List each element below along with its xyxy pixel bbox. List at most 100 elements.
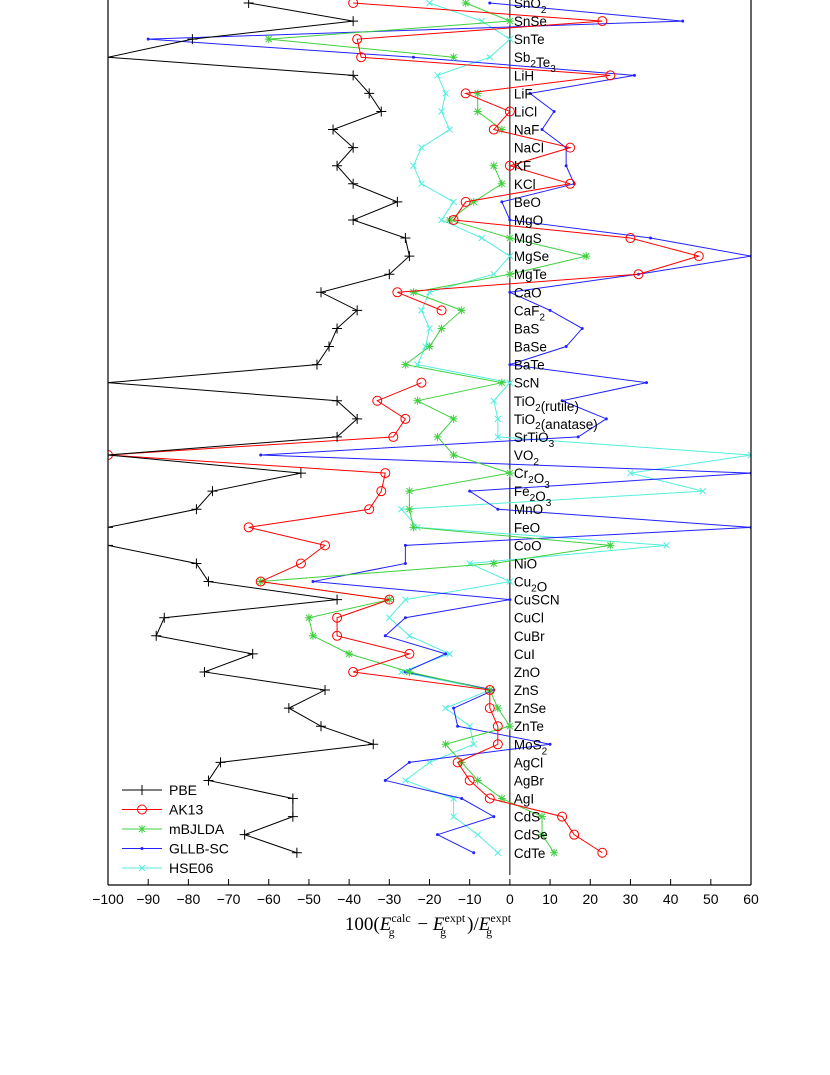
marker-star [405, 505, 414, 514]
marker-cross [490, 270, 498, 278]
marker-plus [295, 468, 306, 479]
marker-plus [287, 811, 298, 822]
marker-plus [187, 34, 198, 45]
marker-dot [681, 19, 685, 23]
marker-star [473, 89, 482, 98]
marker-plus [283, 703, 294, 714]
marker-plus [287, 793, 298, 804]
marker-dot [488, 1, 492, 5]
marker-dot [508, 598, 512, 602]
material-label: CoO [514, 538, 542, 553]
marker-star [405, 487, 414, 496]
material-label: MgS [514, 231, 542, 246]
marker-dot [508, 363, 512, 367]
marker-plus [191, 558, 202, 569]
marker-plus [291, 847, 302, 858]
legend-label: PBE [169, 782, 197, 798]
x-tick-label: 40 [663, 891, 679, 907]
marker-star [489, 559, 498, 568]
material-label: CaO [514, 285, 542, 300]
marker-plus [207, 486, 218, 497]
marker-dot [560, 399, 564, 403]
marker-circle [605, 70, 616, 81]
legend-item-hse06: HSE06 [122, 860, 214, 876]
marker-cross [402, 777, 409, 784]
series-line [108, 382, 603, 854]
marker-circle [633, 269, 644, 280]
marker-circle [464, 775, 475, 786]
material-label: ZnTe [514, 719, 544, 734]
xlabel-e1: E [379, 914, 392, 935]
marker-cross [747, 451, 751, 459]
marker-dot [456, 724, 460, 728]
marker-star [505, 17, 514, 26]
material-label: CuI [514, 647, 535, 662]
x-tick-label: 30 [623, 891, 639, 907]
marker-cross [418, 180, 425, 188]
marker-cross [494, 433, 502, 441]
material-label: LiCl [514, 104, 537, 119]
xlabel-sub3: g [486, 925, 492, 939]
marker-cross [418, 307, 425, 314]
xlabel-e2: E [432, 914, 445, 935]
marker-star [497, 378, 506, 387]
marker-star [433, 432, 442, 441]
material-label: MnO [514, 502, 543, 517]
marker-cross [478, 234, 486, 242]
marker-dot [564, 345, 568, 349]
marker-plus [203, 576, 214, 587]
series-line [260, 165, 611, 854]
marker-dot [403, 543, 407, 547]
marker-cross [438, 216, 445, 224]
marker-plus [328, 124, 339, 135]
marker-cross [450, 198, 457, 206]
marker-plus [332, 323, 343, 334]
marker-dot [492, 815, 496, 819]
marker-cross [446, 126, 453, 133]
marker-plus [348, 142, 359, 153]
marker-dot [508, 218, 512, 222]
marker-star [413, 396, 422, 405]
marker-circle [364, 504, 375, 515]
marker-cross [398, 505, 405, 513]
marker-cross [438, 108, 445, 115]
marker-star [505, 722, 514, 731]
x-tick-label: −40 [337, 891, 361, 907]
marker-star [505, 270, 514, 279]
marker-star [606, 541, 615, 550]
x-tick-label: −100 [92, 891, 124, 907]
legend-item-pbe: PBE [122, 782, 197, 798]
marker-circle [557, 811, 568, 822]
marker-plus [400, 233, 411, 244]
marker-star [138, 825, 146, 833]
material-label: BaTe [514, 358, 545, 373]
marker-circle [597, 16, 608, 27]
marker-dot [460, 797, 464, 801]
x-tick-label: 60 [743, 891, 759, 907]
marker-dot [311, 580, 315, 584]
marker-star [505, 234, 514, 243]
material-label: ZnSe [514, 701, 546, 716]
marker-plus [108, 540, 113, 551]
xlabel-div: )/ [467, 914, 479, 935]
marker-star [409, 523, 418, 532]
material-label: Fe2O3 [514, 484, 552, 509]
x-tick-label: −50 [297, 891, 321, 907]
marker-dot [444, 652, 448, 656]
material-label: BaSe [514, 340, 547, 355]
material-label: Cr2O3 [514, 466, 550, 491]
marker-plus [384, 269, 395, 280]
material-label: SrTiO3 [514, 430, 555, 450]
marker-plus [108, 377, 113, 388]
marker-circle [320, 540, 331, 551]
marker-circle [243, 522, 254, 533]
marker-dot [496, 507, 500, 511]
series-pbe [108, 0, 415, 858]
marker-star [497, 794, 506, 803]
marker-circle [452, 757, 463, 768]
marker-circle [332, 612, 343, 623]
marker-star [345, 649, 354, 658]
marker-star [473, 776, 482, 785]
material-label: MoS2 [514, 737, 548, 757]
